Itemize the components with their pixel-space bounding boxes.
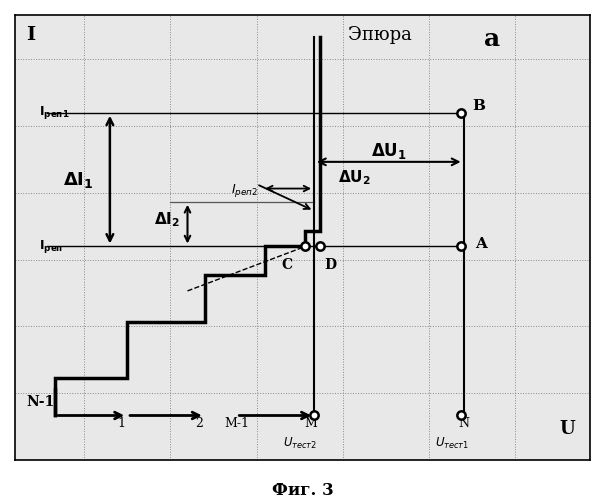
Text: U: U [560,420,575,438]
Text: I: I [27,26,36,44]
Text: $U_{тест2}$: $U_{тест2}$ [283,436,317,450]
Text: 2: 2 [195,417,203,430]
Text: 1: 1 [117,417,125,430]
Text: $U_{тест1}$: $U_{тест1}$ [435,436,469,450]
Text: $\mathbf{\Delta I_1}$: $\mathbf{\Delta I_1}$ [63,170,94,190]
Text: M-1: M-1 [224,417,249,430]
Text: N: N [458,417,469,430]
Text: $I_{реп2}$: $I_{реп2}$ [231,182,258,200]
Text: Фиг. 3: Фиг. 3 [272,482,333,499]
Text: $\mathbf{\Delta U_2}$: $\mathbf{\Delta U_2}$ [338,168,371,187]
Text: $\mathbf{I_{реп}}$: $\mathbf{I_{реп}}$ [39,238,64,255]
Text: $\mathbf{\Delta I_2}$: $\mathbf{\Delta I_2}$ [154,210,180,229]
Text: C: C [281,258,292,272]
Text: M: M [305,417,318,430]
Text: Эпюра: Эпюра [348,26,418,44]
Text: D: D [324,258,336,272]
Text: а: а [483,28,500,52]
Text: $\mathbf{\Delta U_1}$: $\mathbf{\Delta U_1}$ [371,140,407,160]
Text: N-1: N-1 [27,395,54,409]
Text: B: B [472,99,485,113]
Text: $\mathbf{I_{реп1}}$: $\mathbf{I_{реп1}}$ [39,104,70,122]
Text: A: A [475,237,487,251]
